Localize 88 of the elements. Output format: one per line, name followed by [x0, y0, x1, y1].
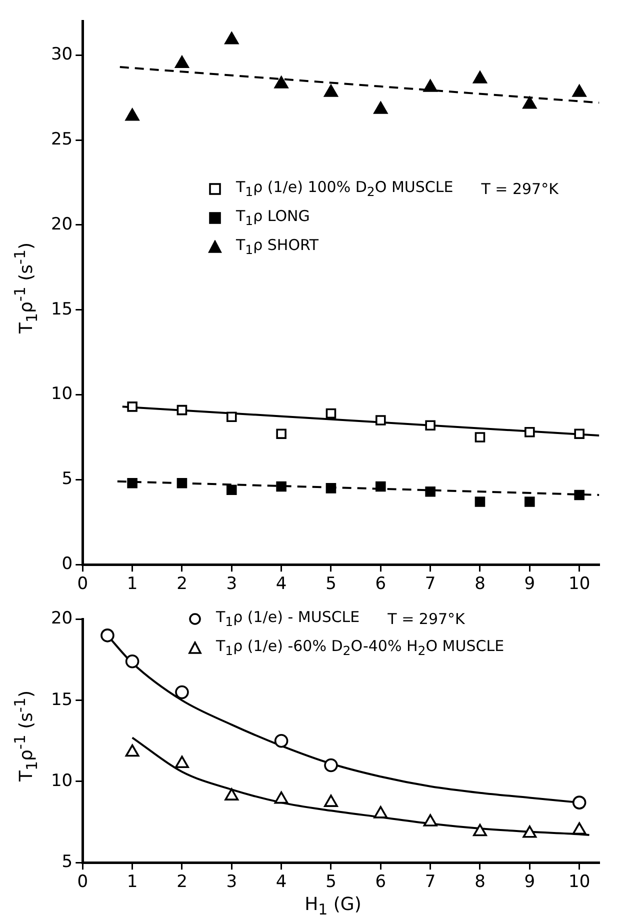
point: [524, 496, 535, 507]
point: [324, 794, 338, 807]
x-tick-label: 5: [326, 872, 336, 892]
y-tick-label: 5: [62, 852, 73, 872]
point: [127, 402, 138, 412]
point: [326, 483, 336, 494]
x-tick-label: 10: [568, 872, 590, 892]
y-tick-label: 15: [50, 299, 73, 320]
point: [274, 791, 288, 804]
x-tick-label: 2: [176, 872, 188, 892]
x-tick-label: 4: [276, 872, 287, 892]
x-tick-label: 1: [126, 872, 138, 892]
x-tick-label: 3: [226, 574, 238, 594]
x-tick-label: 2: [176, 574, 188, 594]
x-tick-label: 7: [424, 574, 436, 594]
x-tick-label: 8: [474, 872, 486, 892]
legend-label: T$_{1}$ρ (1/e) - MUSCLE: [216, 608, 360, 629]
annotation: T = 297°K: [481, 180, 558, 198]
point: [572, 822, 586, 835]
x-tick-label: 10: [568, 574, 590, 594]
point: [125, 108, 140, 121]
legend-label: T$_{1}$ρ SHORT: [236, 236, 319, 257]
x-tick-label: 8: [474, 574, 486, 594]
legend-label: T$_{1}$ρ (1/e) 100% D$_{2}$O MUSCLE: [236, 178, 454, 199]
point: [274, 76, 288, 88]
point: [474, 432, 486, 442]
point: [474, 496, 486, 507]
y-tick-label: 5: [62, 469, 73, 490]
point: [522, 96, 537, 109]
point: [374, 102, 388, 114]
point: [274, 734, 288, 748]
point: [226, 412, 237, 422]
point: [374, 806, 388, 818]
x-tick-label: 1: [126, 574, 138, 594]
line-series: [131, 736, 590, 836]
point: [175, 685, 189, 700]
point: [376, 481, 386, 492]
legend-label: T$_{1}$ρ (1/e) -60% D$_{2}$O-40% H$_{2}$O MUSCLE: [216, 637, 504, 658]
x-tick-label: 9: [524, 574, 536, 594]
point: [100, 628, 114, 642]
point: [473, 824, 487, 836]
annotation: T = 297°K: [388, 610, 465, 628]
point: [425, 486, 436, 497]
y-tick-label: 0: [62, 554, 73, 574]
point: [524, 427, 535, 438]
x-tick-label: 9: [524, 872, 536, 892]
point: [574, 490, 584, 500]
y-tick-label: 15: [50, 690, 73, 710]
y-tick-label: 30: [50, 44, 73, 65]
y-tick-label: 10: [50, 770, 73, 791]
point: [226, 484, 237, 496]
point: [276, 481, 286, 492]
point: [127, 478, 138, 488]
point: [324, 758, 338, 772]
point: [175, 756, 189, 768]
point: [324, 84, 338, 97]
point: [224, 32, 239, 44]
x-tick-label: 3: [226, 872, 238, 892]
point: [572, 84, 586, 97]
x-tick-label: 0: [77, 574, 88, 594]
point: [276, 428, 286, 439]
x-axis-title: H$_{1}$ (G): [304, 894, 362, 919]
point: [572, 796, 586, 810]
point: [574, 428, 584, 439]
y-tick-label: 10: [50, 384, 73, 404]
x-tick-label: 0: [77, 872, 88, 892]
point: [224, 788, 239, 800]
point: [423, 80, 438, 92]
x-tick-label: 6: [375, 872, 386, 892]
point: [175, 56, 189, 68]
point: [176, 478, 188, 488]
point: [522, 825, 537, 838]
x-tick-label: 4: [276, 574, 287, 594]
point: [176, 404, 188, 416]
point: [125, 654, 140, 668]
point: [423, 814, 438, 826]
y-tick-label: 20: [50, 608, 73, 629]
x-tick-label: 5: [326, 574, 336, 594]
y-tick-label: 25: [50, 129, 73, 150]
legend-label: T$_{1}$ρ LONG: [236, 207, 310, 228]
x-tick-label: 6: [375, 574, 386, 594]
point: [376, 415, 386, 426]
point: [425, 420, 436, 430]
point: [326, 408, 336, 419]
x-tick-label: 7: [424, 872, 436, 892]
point: [473, 71, 487, 84]
y-tick-label: 20: [50, 214, 73, 234]
point: [125, 744, 140, 757]
